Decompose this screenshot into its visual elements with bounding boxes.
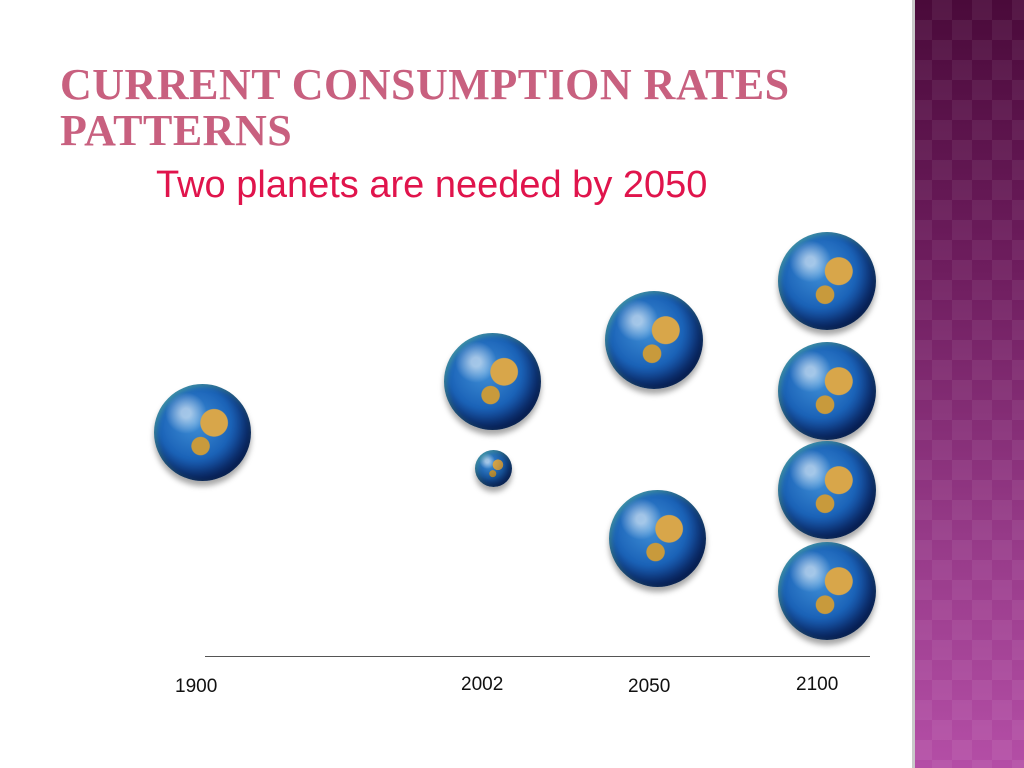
diamond-pattern <box>912 0 1024 768</box>
earth-globe-icon <box>778 441 876 539</box>
year-label-2050: 2050 <box>628 676 671 697</box>
year-label-2100: 2100 <box>796 674 839 695</box>
earth-globe-icon <box>444 333 541 430</box>
year-label-1900: 1900 <box>175 676 218 697</box>
timeline-axis-line <box>205 656 870 657</box>
side-panel-edge <box>912 0 915 768</box>
slide-title: CURRENT CONSUMPTION RATES PATTERNS <box>60 60 790 155</box>
earth-globe-icon <box>154 384 251 481</box>
earth-globe-icon <box>475 450 512 487</box>
slide-subtitle: Two planets are needed by 2050 <box>156 164 708 206</box>
earth-globe-icon <box>778 232 876 330</box>
earth-globe-icon <box>605 291 703 389</box>
earth-globe-icon <box>778 542 876 640</box>
earth-globe-icon <box>609 490 706 587</box>
earth-globe-icon <box>778 342 876 440</box>
decorative-side-panel <box>912 0 1024 768</box>
year-label-2002: 2002 <box>461 674 504 695</box>
